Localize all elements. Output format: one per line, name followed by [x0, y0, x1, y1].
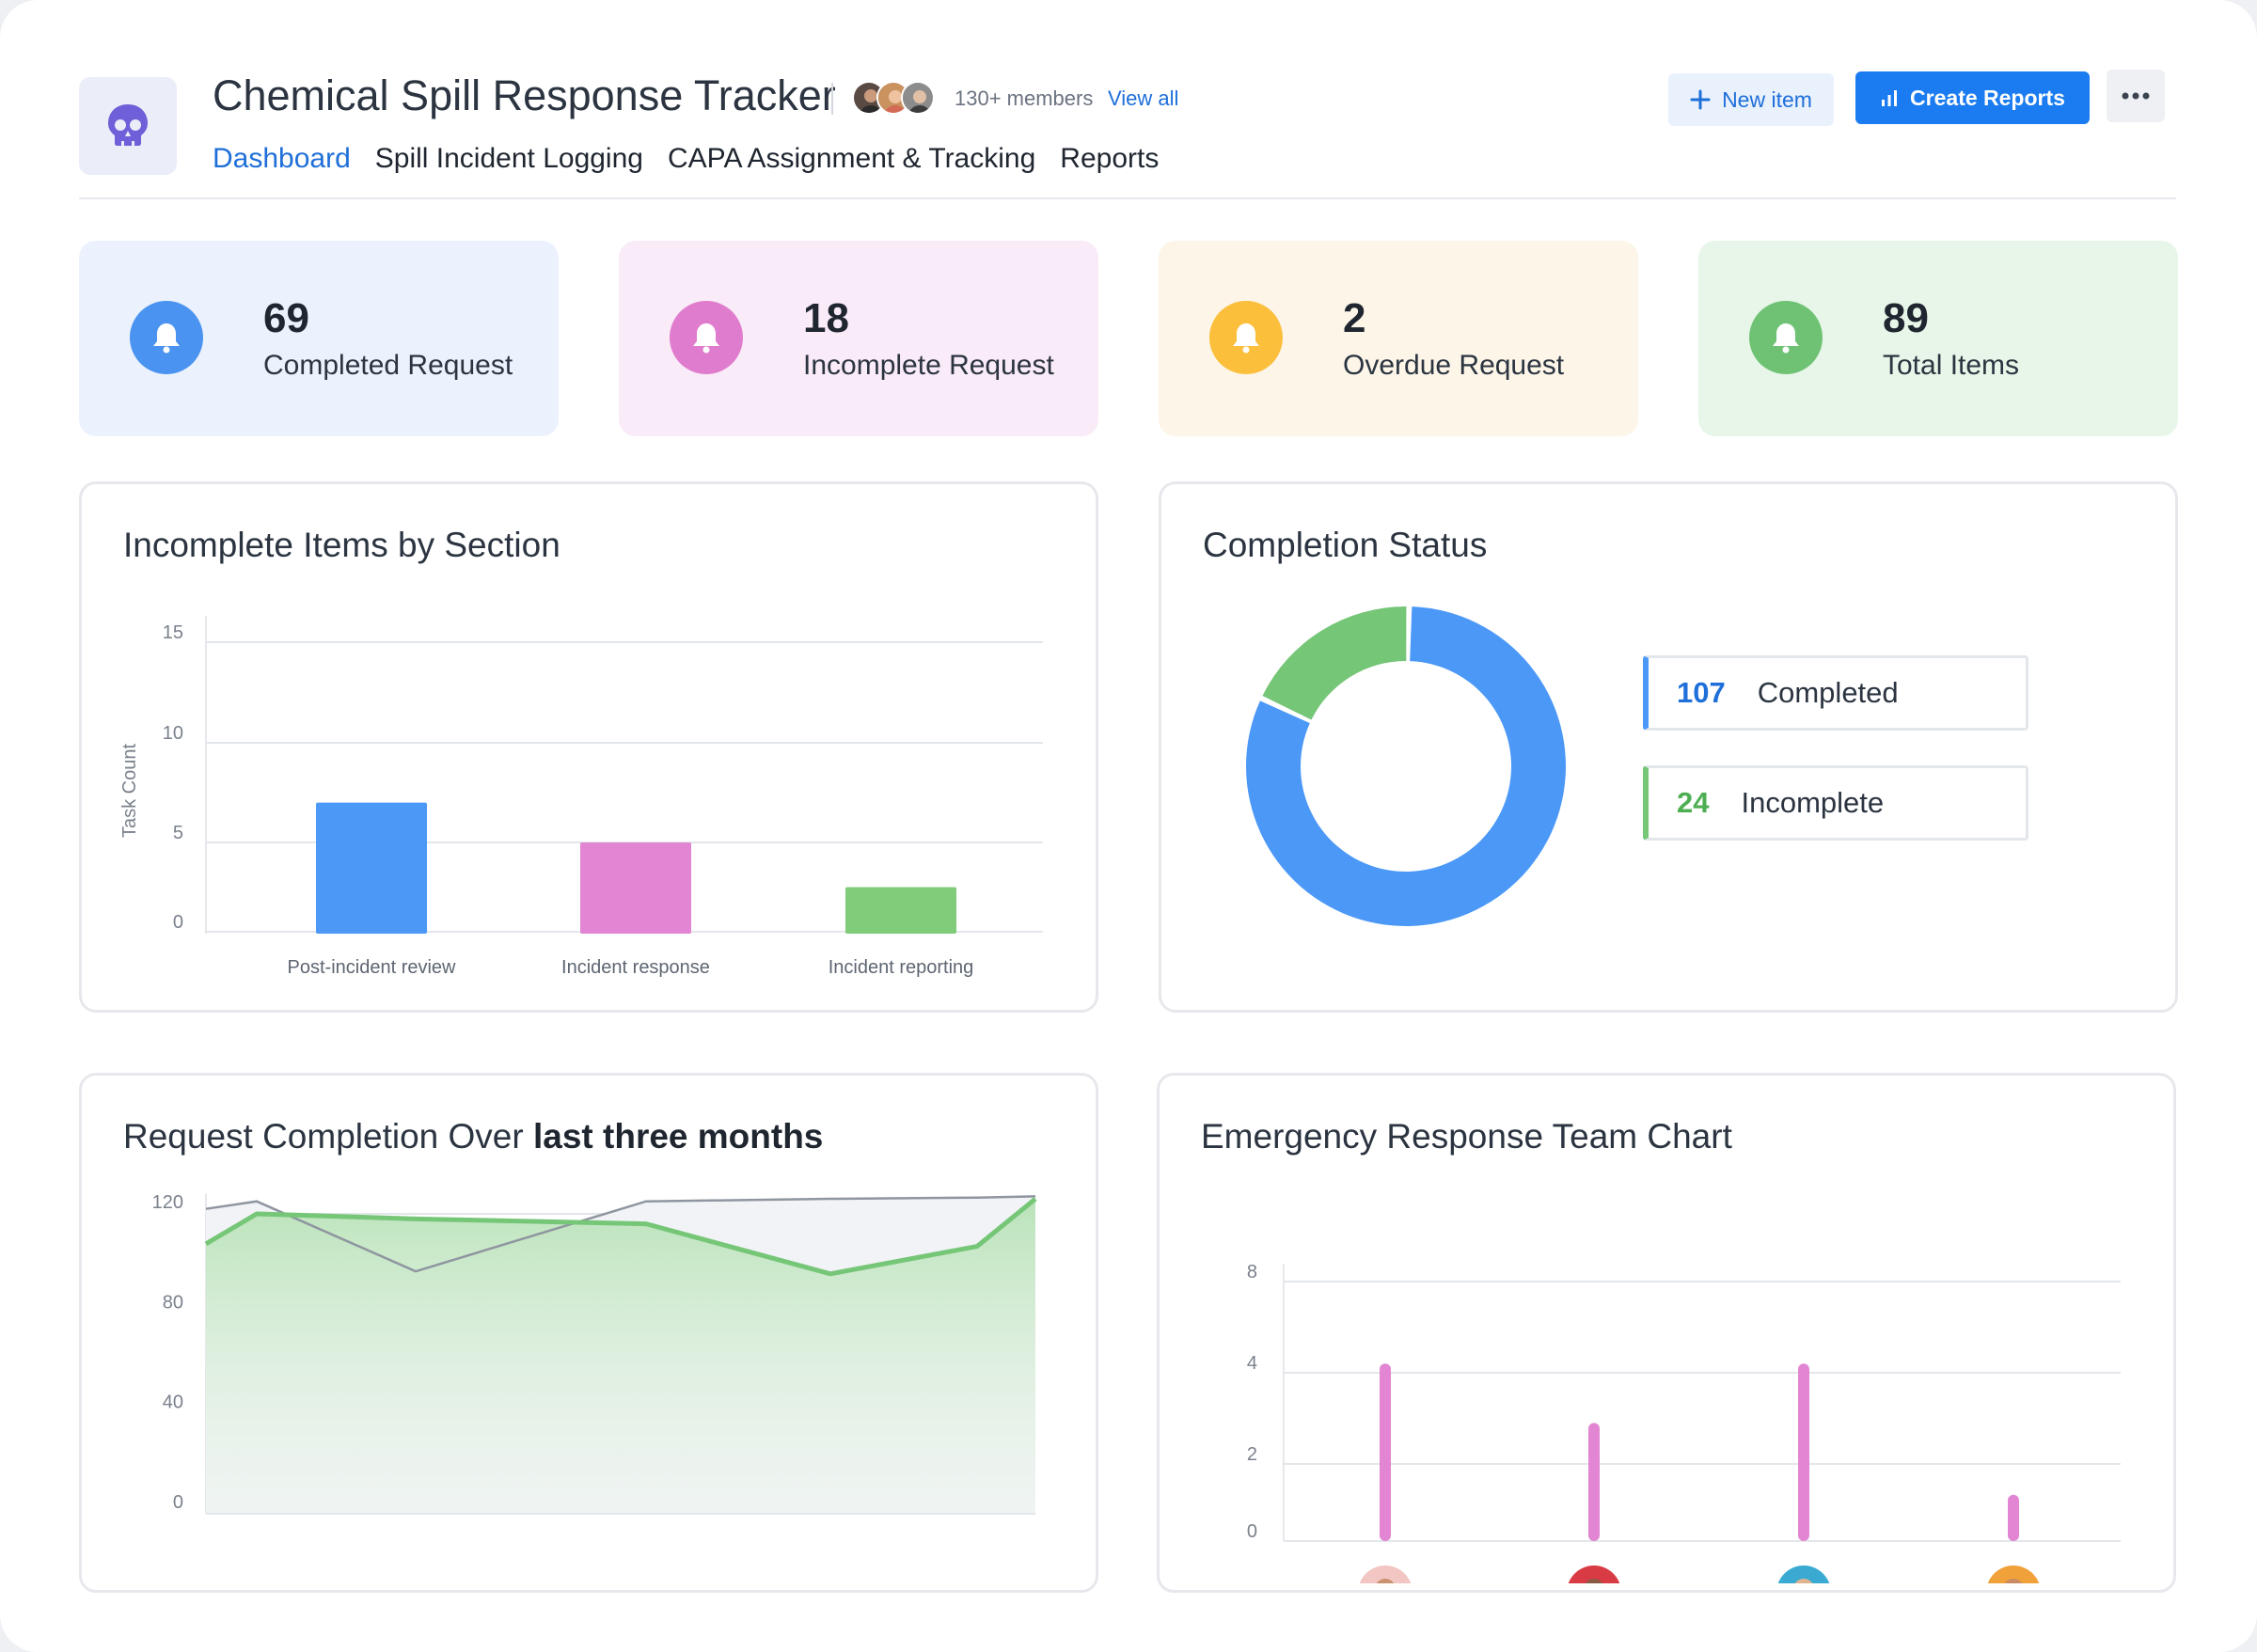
y-tick-label: 40 [163, 1392, 183, 1413]
skull-icon [108, 104, 148, 146]
team-avatar-3 [1777, 1565, 1830, 1583]
new-item-label: New item [1722, 87, 1812, 112]
team-bar-4 [2008, 1494, 2019, 1541]
stat-value: 18 [803, 295, 849, 341]
tab-dashboard[interactable]: Dashboard [213, 143, 351, 174]
avatar-face [1794, 1579, 1813, 1583]
y-tick-label: 80 [163, 1292, 183, 1313]
avatar-face [1376, 1579, 1395, 1583]
bar-3 [845, 887, 956, 934]
legend-value: 24 [1677, 786, 1710, 819]
team-bar-2 [1588, 1423, 1600, 1541]
create-reports-label: Create Reports [1910, 85, 2065, 110]
donut-slice-incomplete [1262, 606, 1407, 720]
panel-title: Completion Status [1203, 526, 1488, 564]
tab-reports[interactable]: Reports [1060, 143, 1160, 174]
title-prefix: Request Completion Over [123, 1117, 524, 1156]
tab-spill-incident-logging[interactable]: Spill Incident Logging [374, 143, 643, 174]
incomplete-items-panel: Incomplete Items by Section 0 5 10 15 Task C… [79, 481, 1098, 1013]
stat-value: 89 [1883, 295, 1929, 341]
y-tick-label: 0 [173, 1492, 183, 1513]
area-fill-primary [206, 1199, 1035, 1514]
members-count: 130+ members [955, 87, 1094, 110]
series-line-primary [204, 1197, 1037, 1277]
request-completion-panel: Request Completion Over last three month… [79, 1073, 1098, 1593]
y-tick-label: 10 [163, 723, 183, 744]
y-tick-label: 0 [1247, 1521, 1257, 1542]
panel-title: Emergency Response Team Chart [1201, 1117, 1732, 1156]
legend-value: 107 [1677, 676, 1726, 709]
stat-value: 2 [1343, 295, 1366, 341]
app-logo [79, 77, 177, 175]
y-tick-label: 4 [1247, 1353, 1257, 1374]
x-tick-label: Incident response [561, 957, 710, 978]
stat-label: Incomplete Request [803, 350, 1054, 381]
nav-tabs: Dashboard Spill Incident Logging CAPA As… [213, 143, 1159, 175]
tab-capa-assignment-tracking[interactable]: CAPA Assignment & Tracking [667, 143, 1036, 174]
y-tick-label: 120 [152, 1192, 183, 1213]
stat-card-total[interactable]: 89 Total Items [1698, 241, 2178, 436]
bell-icon [153, 323, 180, 354]
y-tick-label: 5 [173, 823, 183, 843]
stat-label: Completed Request [263, 350, 513, 381]
team-bar-3 [1798, 1363, 1809, 1541]
legend-label: Completed [1757, 676, 1899, 709]
bell-icon [1233, 323, 1259, 354]
create-reports-button[interactable]: Create Reports [1855, 71, 2090, 124]
more-horizontal-icon [2122, 92, 2150, 100]
legend-incomplete: 24 Incomplete [1643, 765, 2028, 841]
title-period-dropdown[interactable]: last three months [532, 1117, 824, 1156]
team-avatar-2 [1568, 1565, 1620, 1583]
team-chart-panel: Emergency Response Team Chart 0 2 4 8 [1157, 1073, 2176, 1593]
avatar-face [1585, 1579, 1603, 1583]
bar-chart-icon [1882, 90, 1898, 106]
stat-card-overdue[interactable]: 2 Overdue Request [1159, 241, 1638, 436]
stat-label: Total Items [1883, 350, 2020, 381]
header-divider [831, 83, 833, 115]
legend-completed: 107 Completed [1643, 655, 2028, 731]
y-tick-label: 2 [1247, 1444, 1257, 1465]
y-tick-label: 0 [173, 912, 183, 933]
team-avatar-1 [1359, 1565, 1412, 1583]
team-avatar-4 [1987, 1565, 2040, 1583]
panel-title: Incomplete Items by Section [123, 526, 560, 564]
new-item-button[interactable]: New item [1668, 73, 1834, 126]
x-tick-label: Post-incident review [288, 957, 457, 978]
bar-chart: 0 5 10 15 Task Count Post-incident review Inci… [119, 616, 1043, 978]
bar-1 [316, 802, 427, 934]
plus-icon [1690, 89, 1711, 110]
stat-icon [1749, 301, 1823, 374]
stat-icon [1209, 301, 1283, 374]
donut-slice-completed [1246, 606, 1566, 926]
avatar-face [2004, 1579, 2023, 1583]
stat-icon [670, 301, 743, 374]
legend-label: Incomplete [1741, 786, 1885, 819]
more-options-button[interactable] [2107, 70, 2165, 122]
view-all-link[interactable]: View all [1108, 87, 1179, 110]
completion-status-panel: Completion Status 107 Completed 24 Incom… [1159, 481, 2178, 1013]
bell-icon [693, 323, 719, 354]
bar-2 [580, 842, 691, 934]
stat-label: Overdue Request [1343, 350, 1565, 381]
team-chart: 0 2 4 8 [1247, 1262, 2121, 1583]
donut-chart [1246, 606, 1566, 926]
member-avatars[interactable] [852, 81, 935, 115]
y-tick-label: 15 [163, 622, 183, 643]
avatar [901, 81, 935, 115]
stat-value: 69 [263, 295, 309, 341]
team-bar-1 [1380, 1363, 1391, 1541]
stat-icon [130, 301, 203, 374]
bell-icon [1773, 323, 1799, 354]
series-line-secondary [205, 1195, 1036, 1273]
stat-card-incomplete[interactable]: 18 Incomplete Request [619, 241, 1098, 436]
header-divider-line [79, 197, 2176, 199]
area-chart: 0 40 80 120 [152, 1192, 1037, 1515]
x-tick-label: Incident reporting [829, 957, 974, 978]
y-tick-label: 8 [1247, 1262, 1257, 1282]
y-axis-label: Task Count [119, 744, 140, 838]
stat-card-completed[interactable]: 69 Completed Request [79, 241, 559, 436]
panel-title: Request Completion Over last three month… [123, 1117, 823, 1156]
page-title: Chemical Spill Response Tracker [213, 71, 836, 119]
